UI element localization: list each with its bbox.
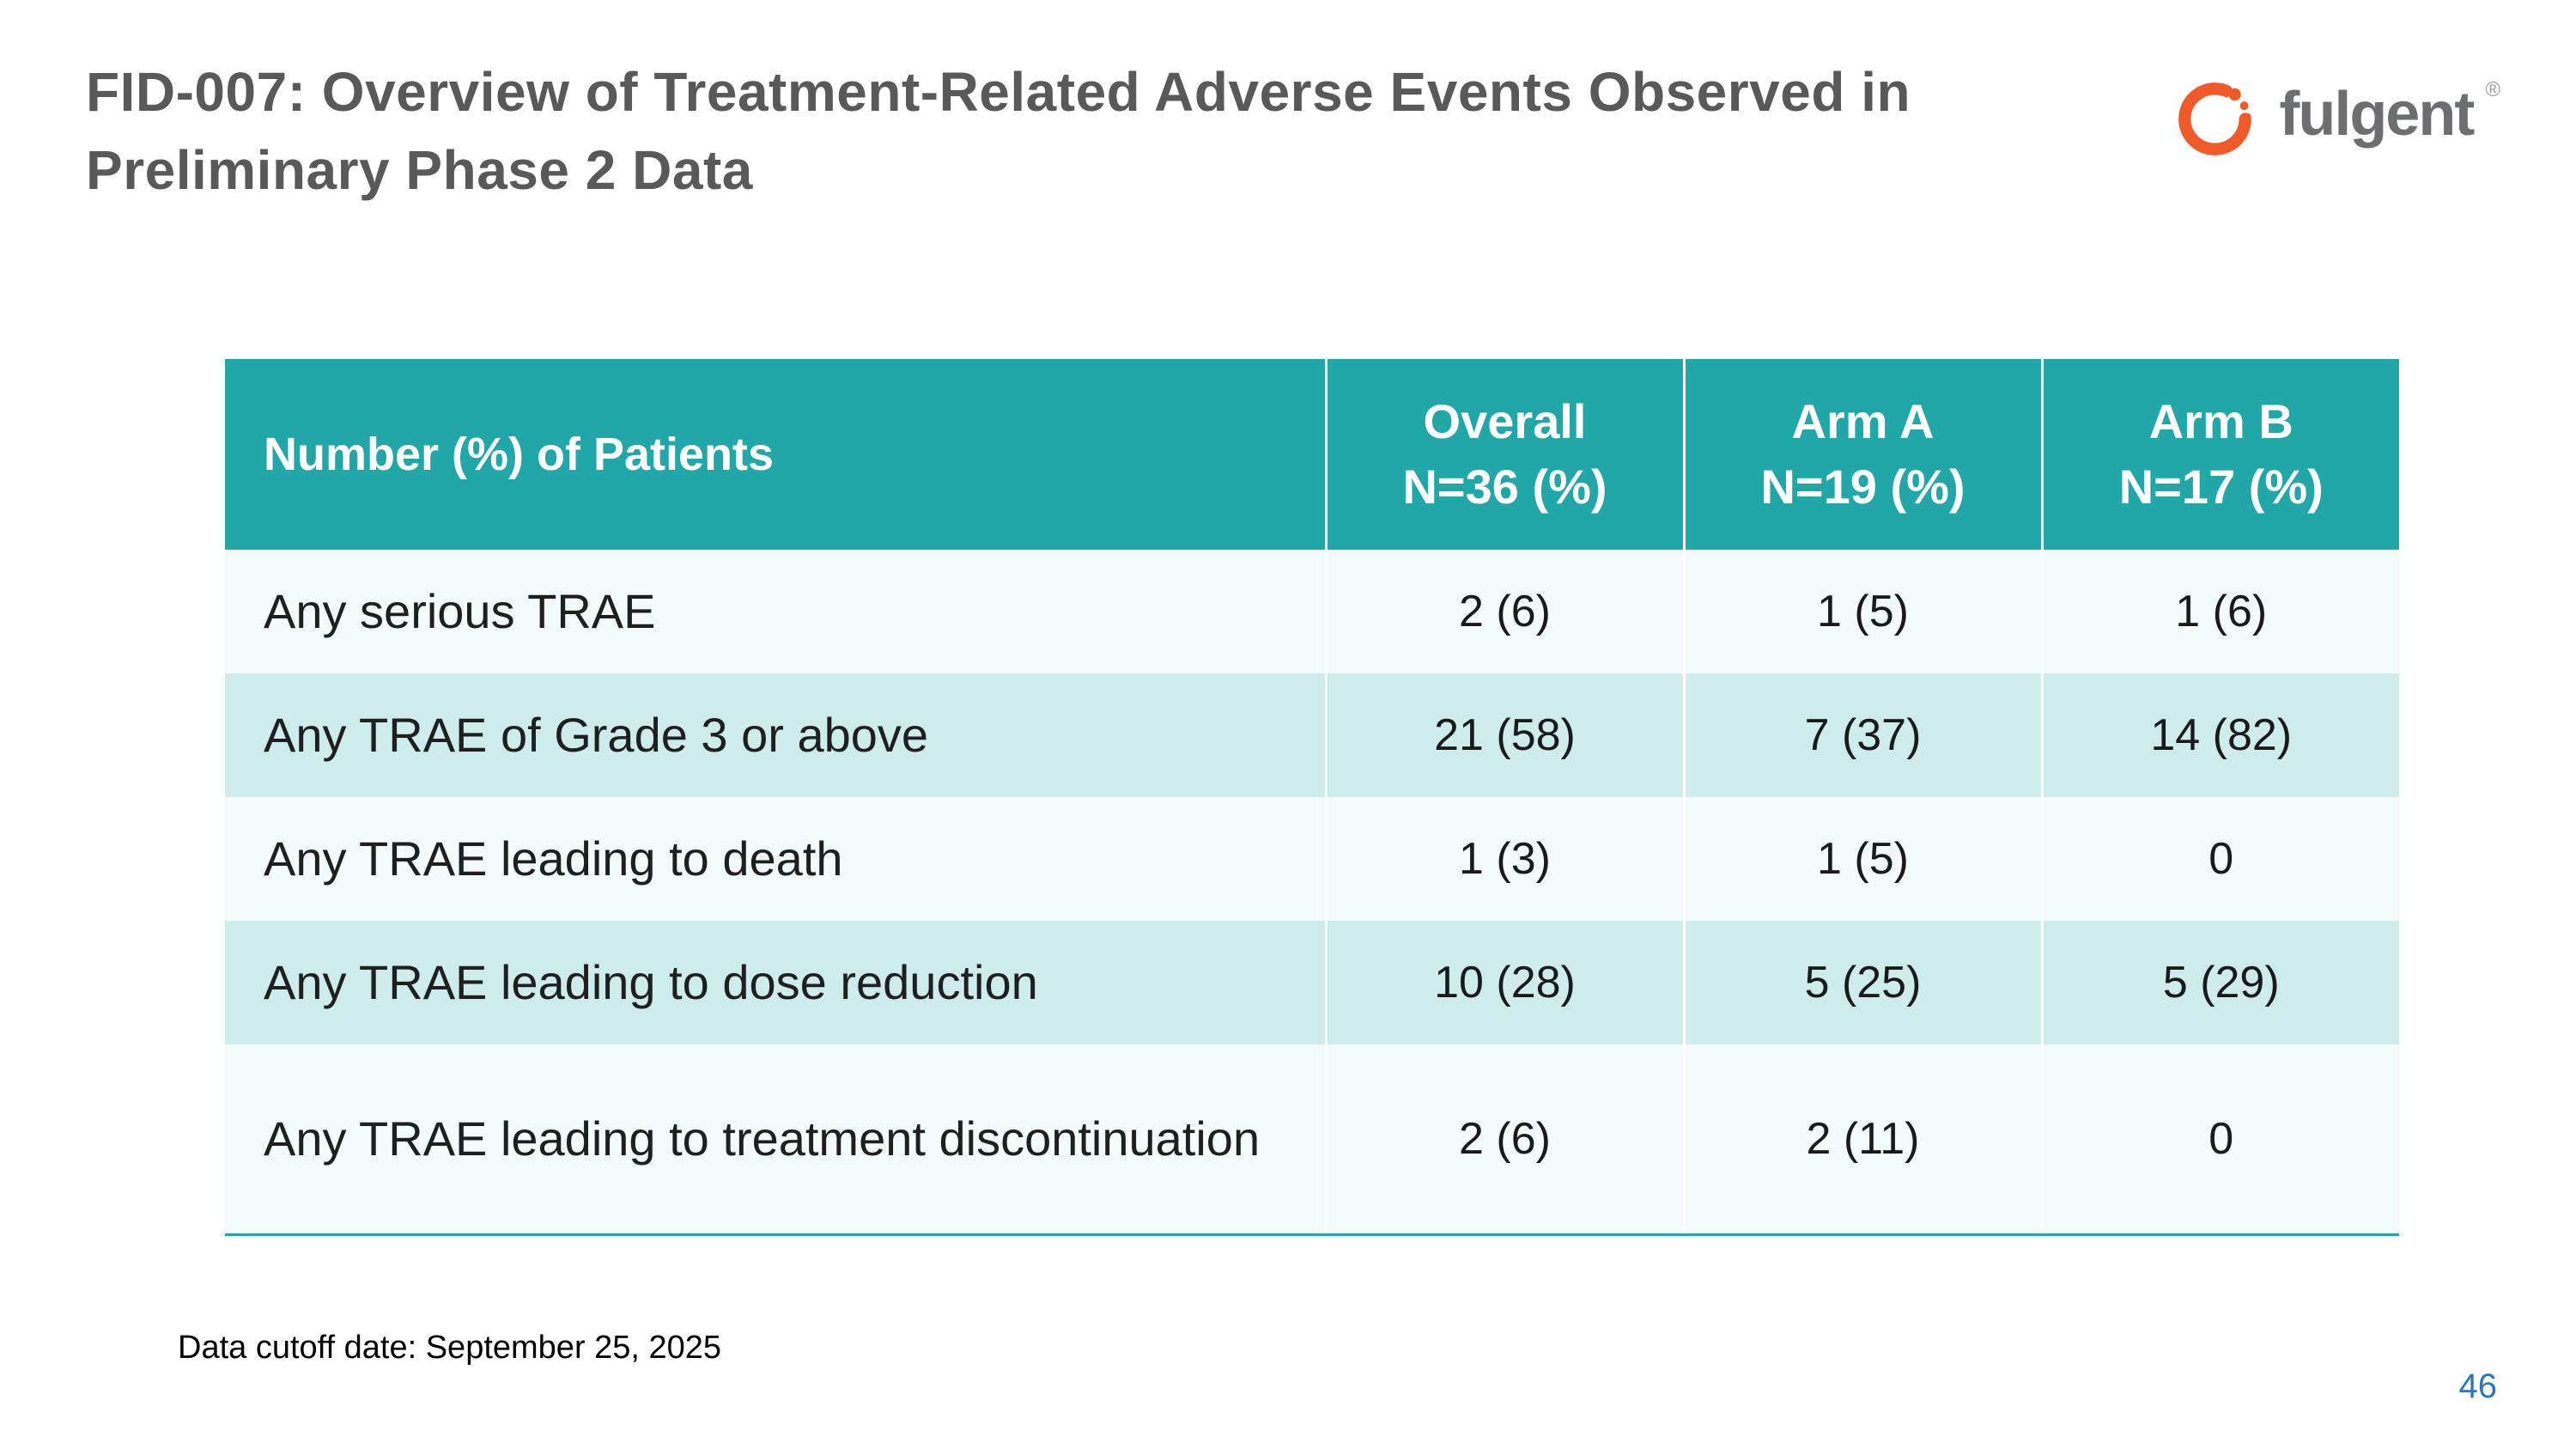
cell-arm-b: 0: [2040, 797, 2399, 921]
cell-overall: 21 (58): [1324, 673, 1684, 797]
adverse-events-table: Number (%) of Patients Overall N=36 (%) …: [225, 359, 2399, 1236]
registered-mark: ®: [2485, 78, 2500, 101]
fulgent-logo: fulgent ®: [2172, 67, 2500, 161]
cell-overall: 2 (6): [1324, 1044, 1684, 1236]
cell-overall: 10 (28): [1324, 921, 1684, 1044]
table-row: Any TRAE of Grade 3 or above 21 (58) 7 (…: [225, 673, 2399, 797]
cell-arm-b: 1 (6): [2040, 550, 2399, 673]
cell-overall: 2 (6): [1324, 550, 1684, 673]
cell-arm-a: 2 (11): [1682, 1044, 2042, 1236]
cell-arm-a: 1 (5): [1682, 797, 2042, 921]
cell-arm-b: 14 (82): [2040, 673, 2399, 797]
table-row: Any TRAE leading to treatment discontinu…: [225, 1044, 2399, 1236]
table-row: Any TRAE leading to death 1 (3) 1 (5) 0: [225, 797, 2399, 921]
table-header-row: Number (%) of Patients Overall N=36 (%) …: [225, 359, 2399, 550]
cell-arm-b: 0: [2040, 1044, 2399, 1236]
row-label: Any TRAE leading to death: [225, 797, 1326, 921]
row-label: Any TRAE leading to dose reduction: [225, 921, 1326, 1044]
row-label: Any TRAE leading to treatment discontinu…: [225, 1044, 1326, 1236]
fulgent-logo-icon: [2178, 82, 2252, 155]
page-title: FID-007: Overview of Treatment-Related A…: [86, 61, 1911, 201]
cell-overall: 1 (3): [1324, 797, 1684, 921]
row-label: Any serious TRAE: [225, 550, 1326, 673]
table-header-arm-b: Arm B N=17 (%): [2040, 359, 2399, 550]
cell-arm-a: 7 (37): [1682, 673, 2042, 797]
table-row: Any TRAE leading to dose reduction 10 (2…: [225, 921, 2399, 1044]
table-header-patients: Number (%) of Patients: [225, 359, 1326, 550]
data-cutoff-note: Data cutoff date: September 25, 2025: [178, 1330, 722, 1366]
cell-arm-b: 5 (29): [2040, 921, 2399, 1044]
cell-arm-a: 1 (5): [1682, 550, 2042, 673]
page-number: 46: [2458, 1367, 2498, 1405]
fulgent-logo-text: fulgent: [2279, 80, 2475, 149]
table-header-arm-a: Arm A N=19 (%): [1682, 359, 2042, 550]
table-row: Any serious TRAE 2 (6) 1 (5) 1 (6): [225, 550, 2399, 673]
table-header-overall: Overall N=36 (%): [1324, 359, 1684, 550]
cell-arm-a: 5 (25): [1682, 921, 2042, 1044]
row-label: Any TRAE of Grade 3 or above: [225, 673, 1326, 797]
